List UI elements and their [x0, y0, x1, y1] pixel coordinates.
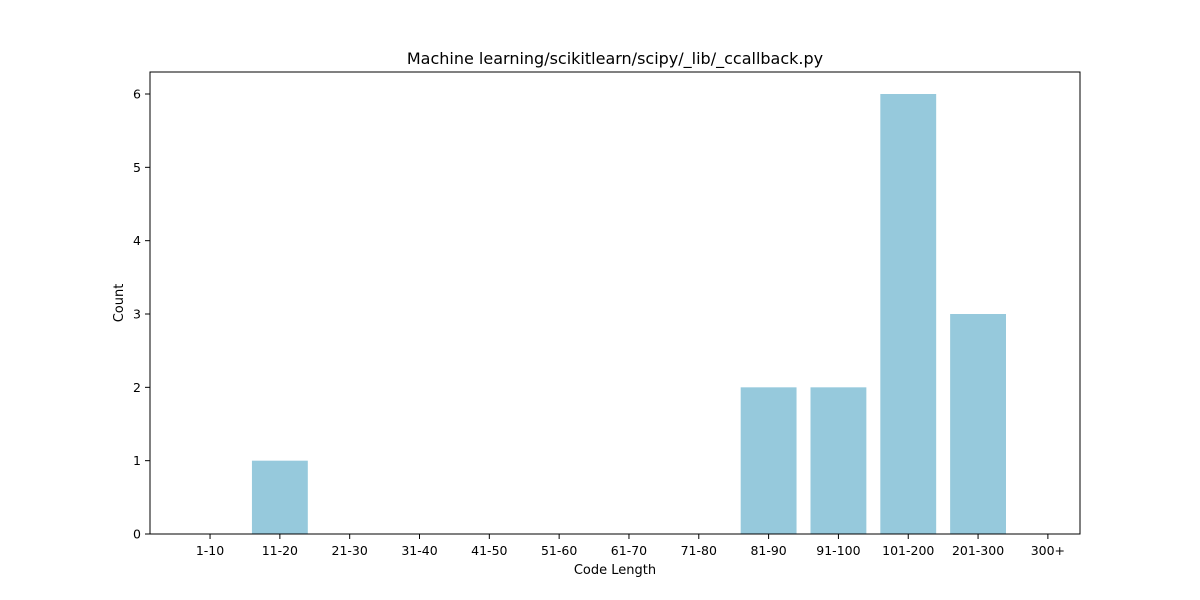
- bar-11-20: [251, 460, 308, 534]
- y-axis-label: Count: [112, 284, 127, 323]
- x-tick-label: 71-80: [681, 543, 717, 558]
- y-tick-label: 4: [133, 233, 141, 248]
- y-tick-label: 5: [133, 160, 141, 175]
- bar-201-300: [950, 314, 1006, 534]
- x-tick-label: 91-100: [816, 543, 860, 558]
- x-tick-label: 31-40: [401, 543, 437, 558]
- x-tick-label: 1-10: [196, 543, 224, 558]
- x-tick-label: 51-60: [541, 543, 577, 558]
- x-tick-label: 41-50: [471, 543, 507, 558]
- y-tick-label: 2: [133, 380, 141, 395]
- bar-91-100: [810, 387, 867, 534]
- bar-101-200: [880, 94, 937, 534]
- x-tick-label: 101-200: [882, 543, 934, 558]
- x-tick-label: 11-20: [262, 543, 298, 558]
- y-tick-label: 3: [133, 307, 141, 322]
- bars-group: [251, 94, 1006, 534]
- x-tick-label: 21-30: [332, 543, 368, 558]
- bar-81-90: [740, 387, 797, 534]
- y-axis: 0 1 2 3 4 5 6: [133, 87, 150, 542]
- x-axis: 1-10 11-20 21-30 31-40 41-50 51-60 61-70 71-80 8…: [196, 534, 1065, 558]
- x-axis-label: Code Length: [574, 563, 656, 578]
- y-tick-label: 1: [133, 453, 141, 468]
- x-tick-label: 81-90: [750, 543, 786, 558]
- plot-frame: [149, 71, 1081, 535]
- x-tick-label: 201-300: [952, 543, 1004, 558]
- chart-title: Machine learning/scikitlearn/scipy/_lib/…: [407, 49, 823, 69]
- y-tick-label: 6: [133, 87, 141, 102]
- y-tick-label: 0: [133, 527, 141, 542]
- x-tick-label: 300+: [1031, 543, 1065, 558]
- x-tick-label: 61-70: [611, 543, 647, 558]
